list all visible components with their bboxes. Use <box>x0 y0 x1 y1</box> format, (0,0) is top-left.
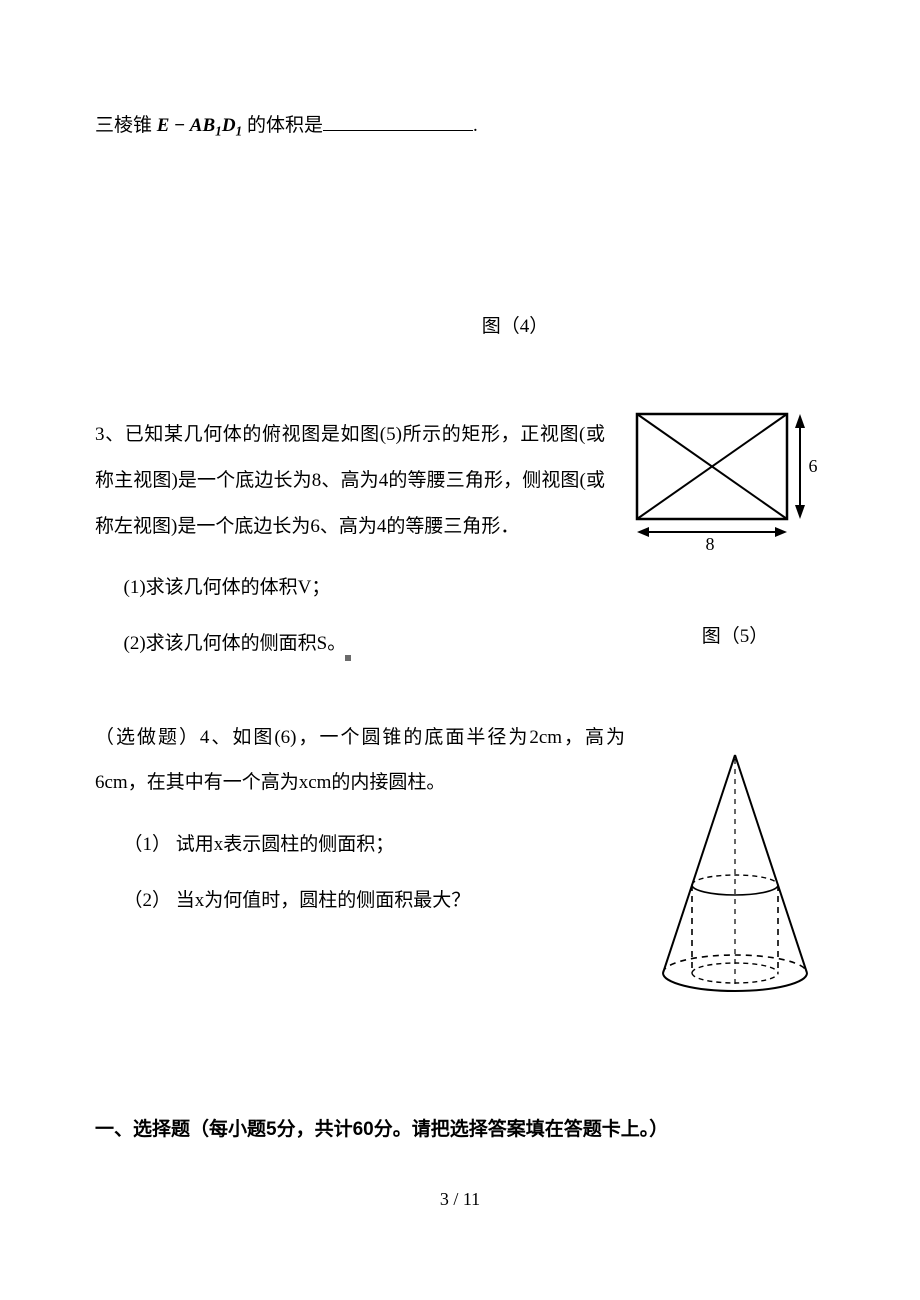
q4-part1: （1） 试用x表示圆柱的侧面积； <box>95 824 625 866</box>
figure-5: 8 6 图（5） <box>625 406 825 652</box>
expr-B: B <box>202 115 215 136</box>
expr-sub1b: 1 <box>236 124 243 139</box>
q3-opening: 3、已知某几何体的俯视图是如图(5)所示的矩形，正视图(或称主视图)是一个底边长… <box>95 412 605 549</box>
suffix-text: 的体积是 <box>247 115 323 136</box>
cone-diagram-icon <box>645 745 825 1005</box>
question-4-block: （选做题）4、如图(6)，一个圆锥的底面半径为2cm，高为6cm，在其中有一个高… <box>95 715 825 1015</box>
figure-6-cone <box>645 745 825 1015</box>
fig4-caption: 图（4） <box>205 312 825 342</box>
dim-6-label: 6 <box>809 456 818 476</box>
rectangle-diagram-icon: 8 6 <box>625 406 825 556</box>
expr-E: E <box>157 115 170 136</box>
dim-8-label: 8 <box>706 534 715 554</box>
period: . <box>473 115 478 136</box>
blank-line <box>323 110 473 131</box>
expr-A: A <box>190 115 203 136</box>
page-number: 3 / 11 <box>0 1185 920 1214</box>
expr-D: D <box>222 115 236 136</box>
expr-minus: − <box>169 115 189 136</box>
q3-part1: (1)求该几何体的体积V； <box>95 567 605 609</box>
section-1-heading: 一、选择题（每小题5分，共计60分。请把选择答案填在答题卡上。） <box>95 1115 825 1145</box>
expr-sub1a: 1 <box>215 124 222 139</box>
q4-part2: （2） 当x为何值时，圆柱的侧面积最大？ <box>95 880 625 922</box>
fig5-caption: 图（5） <box>645 622 825 652</box>
marker-icon <box>345 655 351 661</box>
line-volume: 三棱锥 E − AB1D1 的体积是. <box>95 110 825 142</box>
question-3-block: 3、已知某几何体的俯视图是如图(5)所示的矩形，正视图(或称主视图)是一个底边长… <box>95 412 825 678</box>
prefix-text: 三棱锥 <box>95 115 152 136</box>
q4-opening: （选做题）4、如图(6)，一个圆锥的底面半径为2cm，高为6cm，在其中有一个高… <box>95 715 625 806</box>
